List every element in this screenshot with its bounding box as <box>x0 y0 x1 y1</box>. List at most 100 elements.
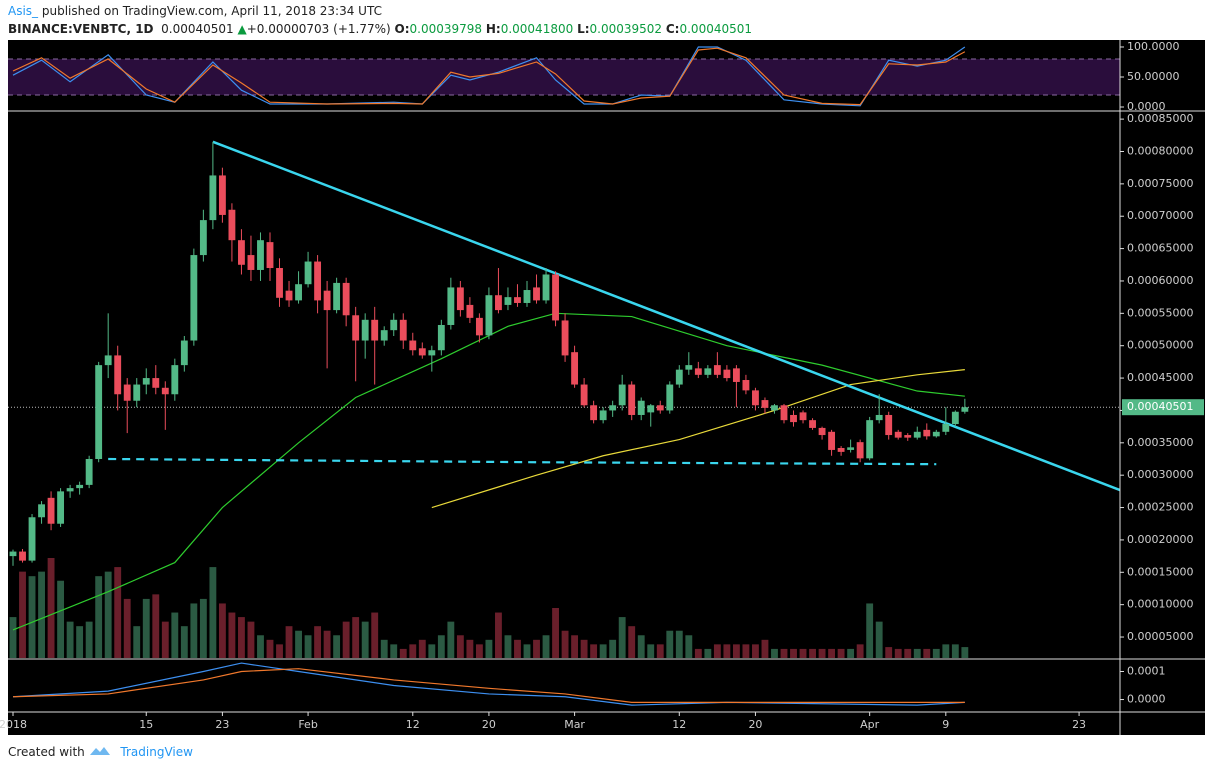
x-tick-label: 20 <box>748 718 762 731</box>
candle-body <box>276 268 283 298</box>
volume-bar <box>514 639 521 658</box>
volume-bar <box>685 635 693 658</box>
volume-bar <box>38 571 45 658</box>
volume-bar <box>951 644 959 658</box>
candle-body <box>323 290 331 311</box>
volume-bar <box>847 648 855 658</box>
candle-body <box>809 420 816 428</box>
volume-bar <box>447 621 455 658</box>
rsi-band <box>8 58 1120 95</box>
axes: 2018 15 23 Feb 12 20 Mar 12 20 Apr 9 230.000850000.… <box>0 40 1205 735</box>
x-tick-label: 23 <box>1072 718 1086 731</box>
rsi-tick-label: 0.0000 <box>1127 100 1166 113</box>
volume-bar <box>828 648 836 658</box>
candle-body <box>104 355 112 366</box>
volume-bar <box>209 567 217 658</box>
volume-bar <box>885 647 893 658</box>
candle-body <box>190 255 198 341</box>
x-tick-label: Mar <box>564 718 585 731</box>
candle-body <box>57 491 65 524</box>
candle-body <box>304 261 312 285</box>
overlay-line <box>108 457 937 466</box>
volume-bar <box>437 635 445 658</box>
candle-body <box>475 317 483 336</box>
author[interactable]: Asis_ <box>8 4 39 18</box>
volume-bar <box>466 639 474 658</box>
volume-bar <box>66 621 74 658</box>
price-pane <box>8 140 1120 658</box>
logo <box>89 747 110 755</box>
candle-body <box>504 297 512 305</box>
candle-body <box>637 400 645 415</box>
o-label: O: <box>394 22 410 36</box>
candle-body <box>818 427 826 436</box>
volume-bar <box>533 639 540 658</box>
volume-bar <box>142 598 150 658</box>
y-tick-label: 0.00020000 <box>1127 533 1193 546</box>
volume-bar <box>295 630 302 658</box>
candle-body <box>314 261 322 301</box>
volume-bar <box>418 639 426 658</box>
candle-body <box>780 405 788 421</box>
volume-bar <box>713 644 721 658</box>
candle-body <box>66 488 74 492</box>
volume-bar <box>190 603 198 658</box>
x-tick-label: 9 <box>942 718 949 731</box>
macd-tick-label: 0.0000 <box>1127 693 1166 706</box>
candle-body <box>866 420 874 459</box>
candle-body <box>180 340 188 366</box>
volume-bar <box>904 648 912 658</box>
volume-bar <box>371 612 379 658</box>
volume-bar <box>323 630 331 658</box>
volume-bar <box>199 598 207 658</box>
volume-bar <box>628 626 636 658</box>
volume-bar <box>761 639 769 658</box>
symbol: BINANCE:VENBTC, 1D <box>8 22 154 36</box>
candle-body <box>828 431 836 450</box>
candle-body <box>19 551 26 561</box>
volume-bar <box>961 647 969 658</box>
published: published on TradingView.com, April 11, … <box>38 4 382 18</box>
candle-body <box>409 340 417 351</box>
candle-body <box>28 517 36 561</box>
brand[interactable]: TradingView <box>120 745 193 759</box>
volume-bar <box>875 621 883 658</box>
candle-body <box>199 220 207 256</box>
rsi-tick-label: 100.0000 <box>1127 40 1180 53</box>
candle-body <box>561 320 569 356</box>
candle-body <box>247 255 255 270</box>
candle-body <box>514 297 521 303</box>
volume-bar <box>475 644 483 658</box>
candle-body <box>713 365 721 375</box>
candle-body <box>875 414 883 421</box>
rsi-line <box>12 47 966 106</box>
x-tick-label: 15 <box>139 718 153 731</box>
volume-bar <box>380 639 388 658</box>
candle-body <box>523 290 531 303</box>
volume-bar <box>704 648 712 658</box>
volume-bar <box>732 644 740 658</box>
candle-body <box>609 405 617 411</box>
volume-bar <box>114 567 122 658</box>
candle-body <box>790 414 797 423</box>
candle-body <box>418 348 426 356</box>
volume-bar <box>238 617 245 658</box>
overlay-line <box>431 369 965 509</box>
y-tick-label: 0.00060000 <box>1127 274 1193 287</box>
y-tick-label: 0.00015000 <box>1127 565 1193 578</box>
candle-body <box>847 447 855 450</box>
volume-bar <box>923 648 931 658</box>
l-label: L: <box>577 22 590 36</box>
volume-bar <box>656 644 664 658</box>
candle-body <box>533 287 540 301</box>
candle-body <box>371 319 379 341</box>
candle-body <box>266 242 274 269</box>
x-tick-label: 12 <box>406 718 420 731</box>
volume-bar <box>28 576 36 658</box>
volume-bar <box>723 644 731 658</box>
candle-body <box>209 175 217 221</box>
volume-bar <box>57 580 65 658</box>
candle-body <box>390 319 398 331</box>
volume-bar <box>752 644 759 658</box>
candle-body <box>447 287 455 325</box>
